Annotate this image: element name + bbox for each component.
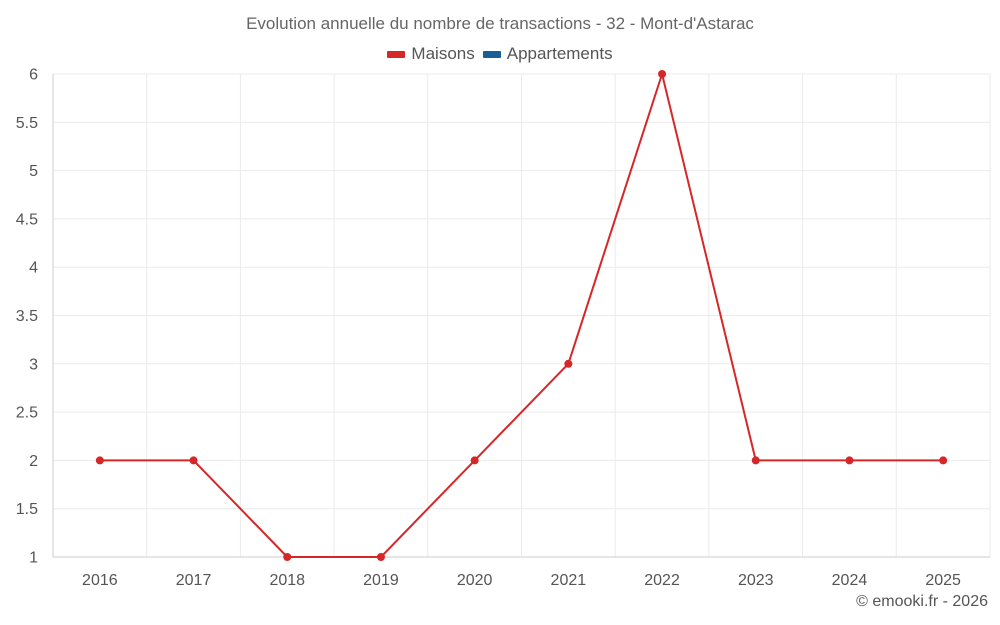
data-point-maisons-2022 [658, 70, 667, 78]
legend-item-maisons[interactable]: Maisons [387, 44, 475, 64]
y-tick-label: 2 [29, 453, 38, 470]
axis-layer [52, 74, 990, 558]
grid-layer [52, 73, 991, 558]
y-tick-label: 3.5 [16, 308, 38, 325]
y-tick-label: 4.5 [16, 211, 38, 228]
y-tick-label: 1.5 [16, 501, 38, 518]
x-tick-label: 2019 [363, 572, 399, 589]
legend-label-maisons: Maisons [411, 44, 475, 63]
x-tick-label: 2022 [644, 572, 680, 589]
legend-label-appartements: Appartements [506, 44, 613, 63]
legend-swatch-maisons [387, 50, 406, 58]
x-tick-label: 2025 [925, 572, 961, 589]
data-point-maisons-2019 [376, 553, 385, 561]
x-tick-label: 2018 [269, 572, 305, 589]
data-point-maisons-2021 [564, 359, 573, 368]
data-point-maisons-2016 [95, 456, 104, 465]
data-point-maisons-2025 [939, 456, 948, 465]
y-tick-label: 6 [29, 67, 38, 84]
data-point-maisons-2020 [470, 456, 479, 465]
x-tick-label: 2017 [176, 572, 212, 589]
y-tick-label: 4 [29, 260, 38, 277]
x-tick-label: 2021 [551, 572, 587, 589]
data-point-maisons-2017 [189, 456, 198, 465]
x-tick-label: 2024 [832, 572, 868, 589]
credit-text: © emooki.fr - 2026 [856, 593, 988, 610]
series-layer [95, 70, 948, 561]
legend-item-appartements[interactable]: Appartements [482, 44, 613, 64]
y-tick-label: 5.5 [16, 115, 38, 132]
x-tick-label: 2020 [457, 572, 493, 589]
data-point-maisons-2023 [751, 456, 760, 465]
data-point-maisons-2018 [283, 553, 292, 561]
y-tick-label: 1 [29, 550, 38, 567]
y-tick-label: 2.5 [16, 405, 38, 422]
x-tick-label: 2016 [82, 572, 118, 589]
data-point-maisons-2024 [845, 456, 854, 465]
tick-label-layer: 1 1.5 2 2.5 3 3.5 4 4.5 5 5.5 6 2016 2017 2018 2019 202… [16, 67, 961, 590]
y-tick-label: 5 [29, 163, 38, 180]
chart-legend: Maisons Appartements [0, 44, 1000, 64]
legend-swatch-appartements [482, 50, 501, 58]
x-tick-label: 2023 [738, 572, 774, 589]
series-line-maisons [99, 73, 944, 558]
y-tick-label: 3 [29, 356, 38, 373]
chart-title: Evolution annuelle du nombre de transact… [246, 14, 754, 33]
